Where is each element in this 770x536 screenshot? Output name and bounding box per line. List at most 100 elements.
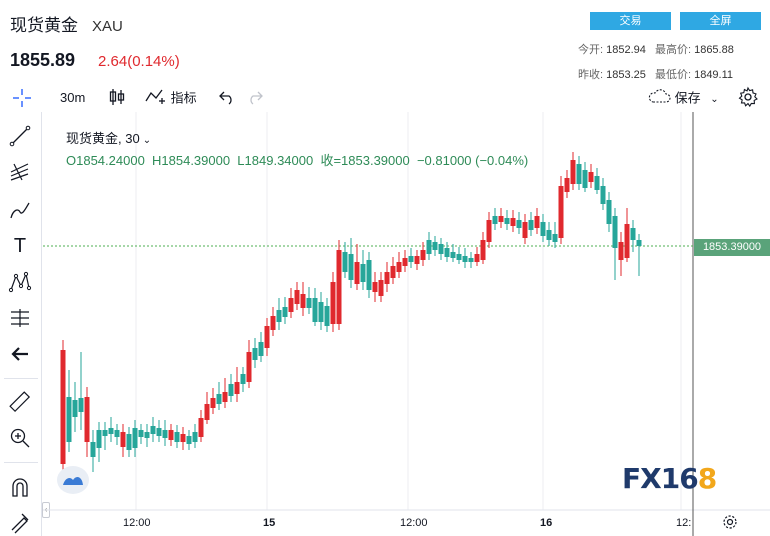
prev-close-value: 1853.25 bbox=[606, 69, 646, 81]
last-price: 1855.89 bbox=[10, 50, 76, 70]
trade-button[interactable]: 交易 bbox=[590, 12, 671, 30]
candle-body bbox=[108, 428, 114, 434]
candle-body bbox=[216, 394, 222, 404]
tradingview-badge[interactable] bbox=[57, 466, 89, 494]
candle-body bbox=[390, 266, 396, 278]
redo-icon[interactable] bbox=[246, 88, 264, 108]
interval-selector[interactable]: 30m bbox=[60, 90, 86, 105]
candle-body bbox=[516, 220, 522, 228]
candle-body bbox=[426, 240, 432, 254]
candle-body bbox=[174, 432, 180, 442]
drawing-tools-sidebar: T bbox=[0, 112, 42, 536]
candle-body bbox=[162, 430, 168, 438]
candle-body bbox=[570, 160, 576, 184]
legend-name: 现货黄金 bbox=[66, 131, 119, 146]
chart-toolbar: 30m 指标 保存 ⌄ bbox=[0, 84, 770, 112]
candle-body bbox=[120, 432, 126, 447]
indicators-button[interactable]: 指标 bbox=[145, 88, 197, 108]
candle-body bbox=[96, 430, 102, 448]
candle-body bbox=[378, 280, 384, 296]
current-price-tag: 1853.39000 bbox=[694, 239, 770, 256]
price-change: 2.64(0.14%) bbox=[98, 53, 180, 70]
candle-body bbox=[276, 310, 282, 322]
zoom-in-icon[interactable] bbox=[8, 426, 32, 450]
candle-body bbox=[234, 382, 240, 394]
candle-body bbox=[78, 398, 84, 412]
fullscreen-button[interactable]: 全屏 bbox=[680, 12, 761, 30]
candle-body bbox=[102, 430, 108, 436]
stats-row-open-high: 今开: 1852.94 最高价: 1865.88 bbox=[578, 41, 734, 57]
candle-body bbox=[300, 294, 306, 308]
back-arrow-icon[interactable] bbox=[8, 342, 32, 366]
undo-icon[interactable] bbox=[218, 88, 236, 108]
candle-body bbox=[510, 218, 516, 226]
brush-icon[interactable] bbox=[8, 198, 32, 222]
candle-body bbox=[408, 256, 414, 262]
legend-ohlc: O1854.24000 H1854.39000 L1849.34000 收=18… bbox=[66, 153, 529, 168]
candle-body bbox=[480, 240, 486, 260]
x-axis-label: 16 bbox=[540, 517, 553, 529]
x-axis-label: 12: bbox=[676, 517, 692, 529]
candle-style-icon[interactable] bbox=[108, 87, 126, 107]
save-button[interactable]: 保存 ⌄ bbox=[647, 88, 719, 108]
candle-body bbox=[192, 432, 198, 442]
candle-body bbox=[126, 434, 132, 450]
price-chart[interactable] bbox=[43, 112, 770, 536]
text-tool-icon[interactable]: T bbox=[13, 235, 27, 257]
trend-line-icon[interactable] bbox=[8, 124, 32, 148]
candle-body bbox=[198, 418, 204, 437]
indicators-label: 指标 bbox=[170, 90, 197, 106]
candle-body bbox=[564, 178, 570, 192]
high-label: 最高价: bbox=[654, 44, 692, 56]
candle-body bbox=[156, 428, 162, 436]
candle-body bbox=[486, 220, 492, 242]
instrument-name: 现货黄金 bbox=[10, 16, 78, 35]
x-axis-label: 12:00 bbox=[123, 517, 151, 529]
candle-body bbox=[66, 397, 72, 442]
candle-body bbox=[456, 254, 462, 260]
candle-body bbox=[318, 302, 324, 322]
candle-body bbox=[546, 230, 552, 240]
candle-body bbox=[582, 170, 588, 188]
candle-body bbox=[336, 250, 342, 324]
logo-accent: 8 bbox=[697, 462, 718, 495]
high-value: 1865.88 bbox=[694, 44, 734, 56]
cloud-icon bbox=[647, 88, 671, 110]
prev-close-label: 昨收: bbox=[578, 69, 604, 81]
crosshair-icon[interactable] bbox=[10, 86, 34, 107]
magnet-icon[interactable] bbox=[8, 476, 32, 500]
candle-body bbox=[186, 436, 192, 444]
pattern-icon[interactable] bbox=[8, 270, 32, 294]
candle-body bbox=[132, 428, 138, 448]
candle-body bbox=[462, 256, 468, 262]
measure-range-icon[interactable] bbox=[8, 306, 32, 330]
pitchfork-icon[interactable] bbox=[8, 160, 32, 184]
instrument-title: 现货黄金 XAU bbox=[10, 11, 123, 36]
candle-body bbox=[372, 282, 378, 292]
candle-body bbox=[618, 242, 624, 260]
open-label: 今开: bbox=[578, 44, 604, 56]
candle-body bbox=[396, 262, 402, 272]
legend-title: 现货黄金, 30 ⌄ bbox=[66, 131, 152, 146]
candle-body bbox=[594, 176, 600, 190]
logo-text: FX16 bbox=[622, 462, 699, 495]
chevron-down-icon: ⌄ bbox=[710, 94, 719, 106]
candle-body bbox=[114, 430, 120, 437]
axis-settings-gear-icon[interactable] bbox=[722, 514, 738, 535]
candle-body bbox=[144, 432, 150, 438]
candle-body bbox=[420, 250, 426, 260]
settings-gear-icon[interactable] bbox=[737, 86, 759, 108]
candle-body bbox=[432, 242, 438, 250]
fx168-logo: FX168 bbox=[622, 462, 718, 495]
legend-chevron-icon[interactable]: ⌄ bbox=[142, 135, 152, 146]
candle-body bbox=[522, 222, 528, 238]
lock-drawing-icon[interactable] bbox=[8, 510, 32, 534]
candle-body bbox=[528, 220, 534, 230]
candle-body bbox=[444, 248, 450, 257]
candle-body bbox=[204, 404, 210, 420]
ruler-icon[interactable] bbox=[8, 390, 32, 414]
candle-body bbox=[282, 307, 288, 317]
candle-body bbox=[264, 326, 270, 348]
candle-body bbox=[210, 398, 216, 408]
candle-body bbox=[72, 400, 78, 417]
